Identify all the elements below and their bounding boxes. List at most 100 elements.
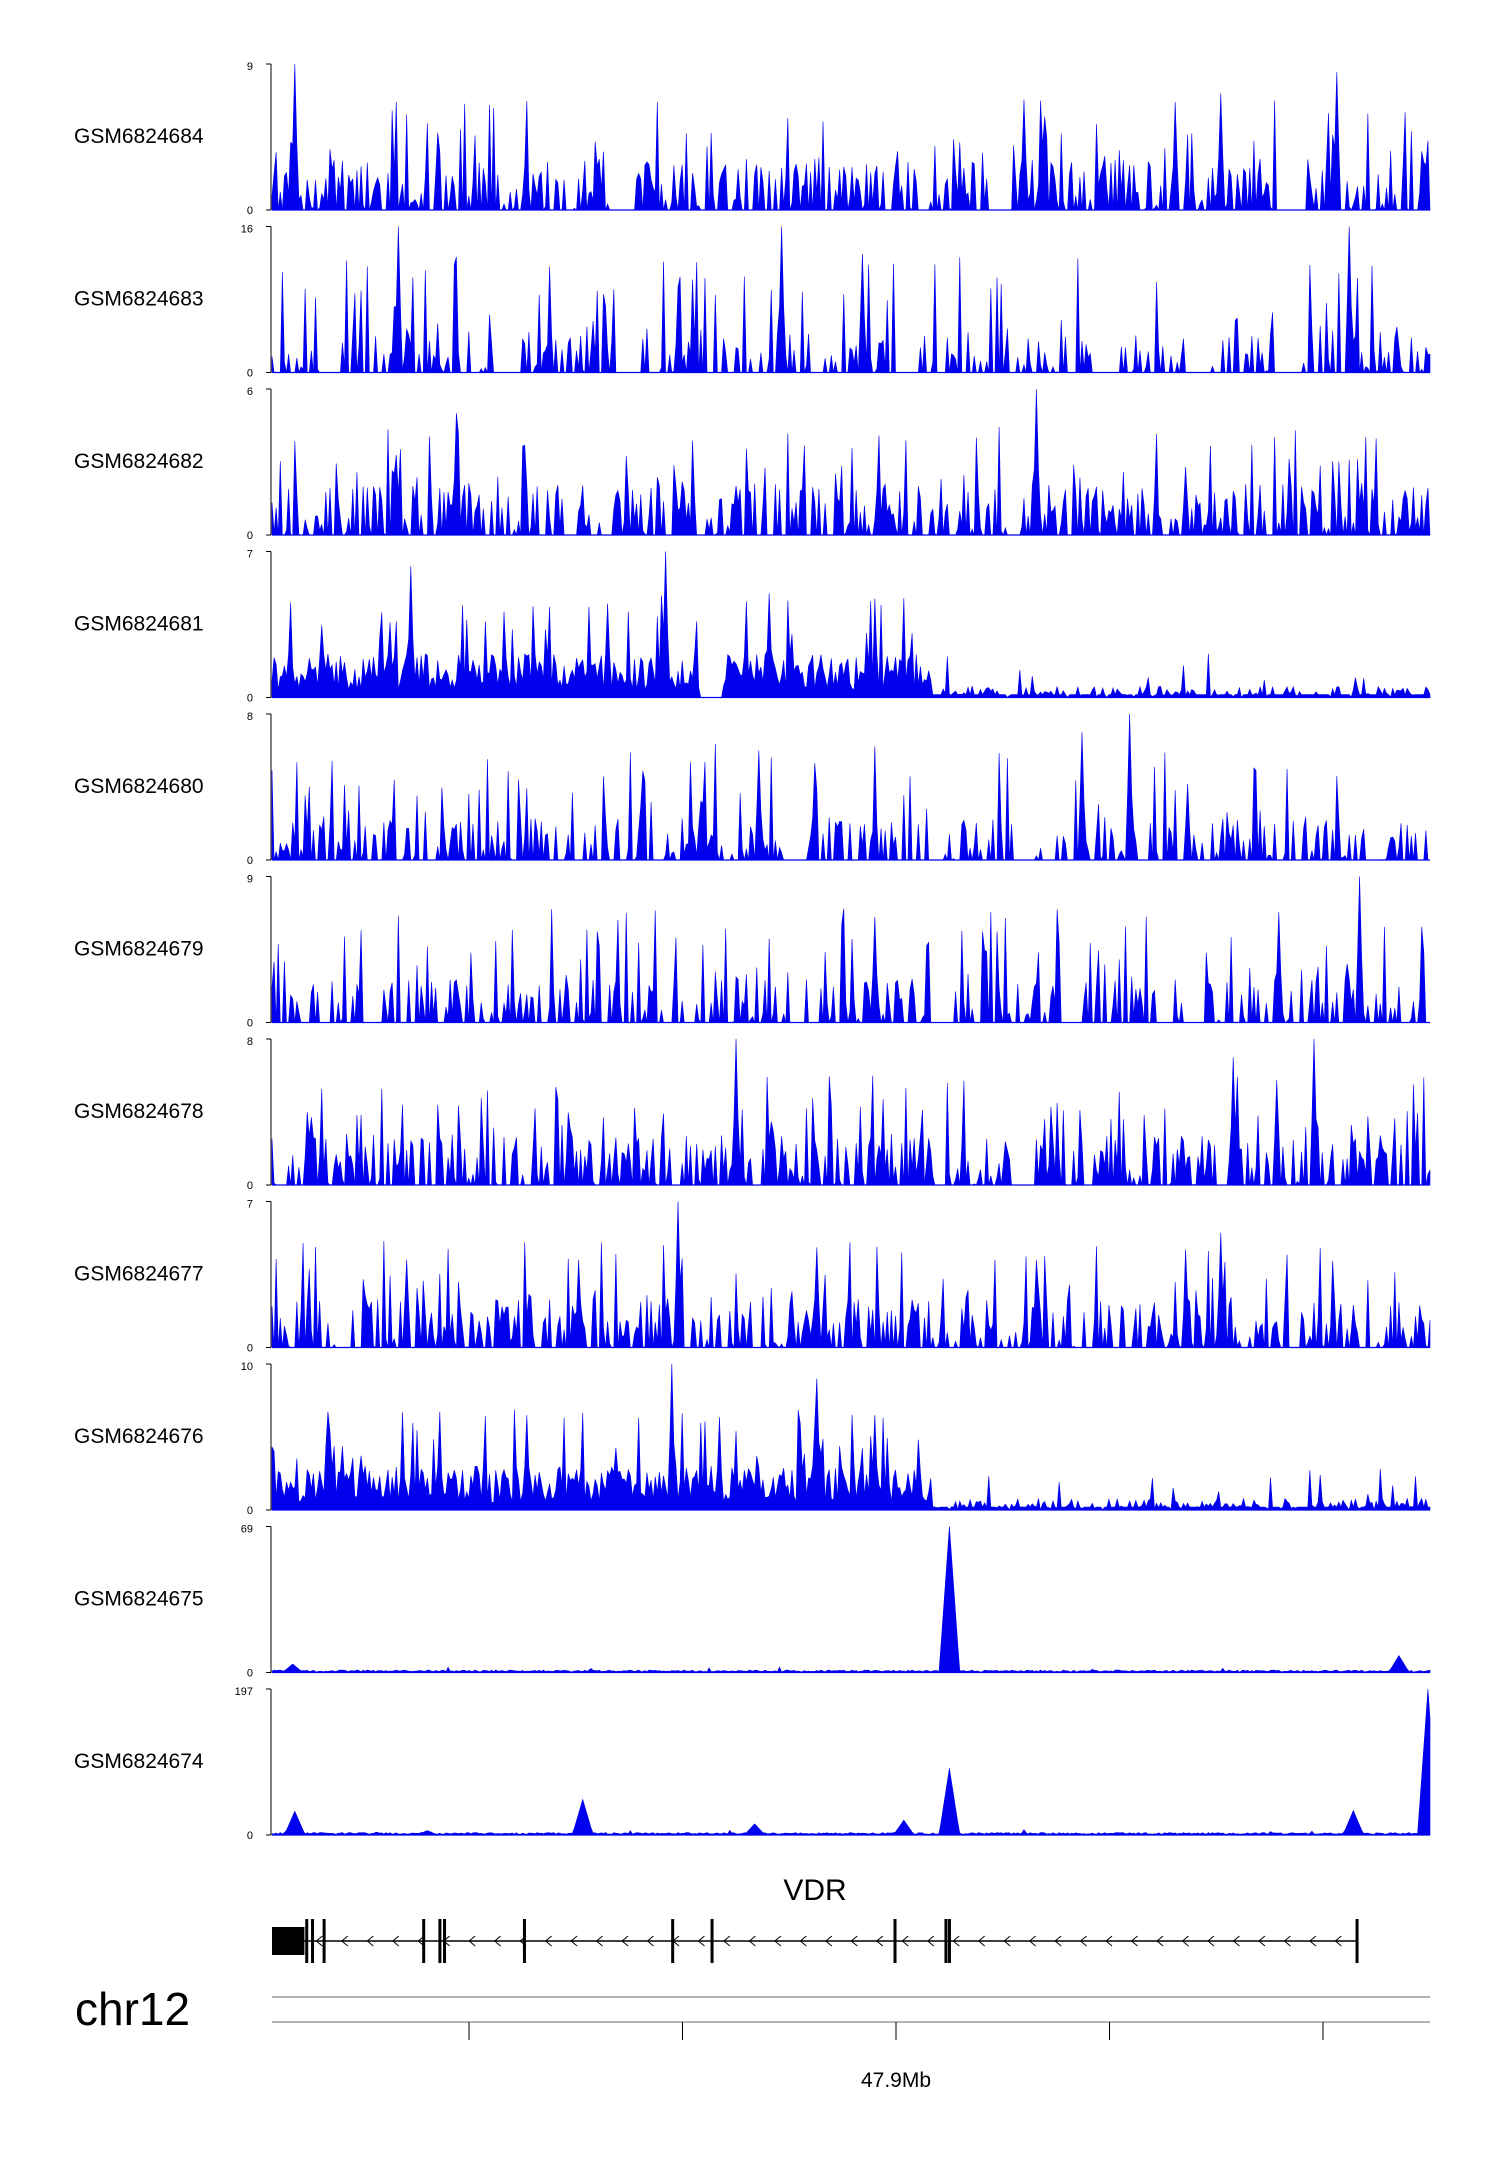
exon (438, 1919, 442, 1963)
y-min-label: 0 (247, 1180, 253, 1192)
chromosome-label: chr12 (75, 1983, 190, 2035)
y-min-label: 0 (247, 1830, 253, 1842)
signal-area (271, 1038, 1431, 1187)
track-GSM6824683: GSM6824683 16 0 (74, 224, 1431, 380)
y-max-label: 7 (247, 1199, 253, 1211)
strand-arrow (366, 1935, 374, 1947)
exon (893, 1919, 897, 1963)
exon (311, 1919, 315, 1963)
strand-arrow (901, 1935, 909, 1947)
gene-label-vdr: VDR (783, 1874, 846, 1907)
strand-arrow (697, 1935, 705, 1947)
strand-arrow (1054, 1935, 1062, 1947)
track-GSM6824680: GSM6824680 8 0 (74, 711, 1430, 867)
strand-arrow (825, 1935, 833, 1947)
y-max-label: 197 (235, 1686, 253, 1698)
y-max-label: 10 (241, 1361, 253, 1373)
track-GSM6824677: GSM6824677 7 0 (74, 1199, 1431, 1355)
track-GSM6824678: GSM6824678 8 0 (74, 1036, 1431, 1192)
strand-arrow (1207, 1935, 1215, 1947)
y-min-label: 0 (247, 855, 253, 867)
exon (305, 1919, 309, 1963)
y-max-label: 9 (247, 874, 253, 886)
y-min-label: 0 (247, 693, 253, 705)
strand-arrow (876, 1935, 884, 1947)
signal-area (271, 63, 1431, 211)
strand-arrow (1181, 1935, 1189, 1947)
y-min-label: 0 (247, 1343, 253, 1355)
strand-arrow (1130, 1935, 1138, 1947)
track-label: GSM6824683 (74, 288, 204, 311)
signal-area (271, 226, 1431, 374)
track-label: GSM6824679 (74, 938, 204, 961)
track-label: GSM6824678 (74, 1100, 204, 1123)
y-max-label: 7 (247, 549, 253, 561)
strand-arrow (1232, 1935, 1240, 1947)
strand-arrow (341, 1935, 349, 1947)
strand-arrow (315, 1935, 323, 1947)
y-max-label: 16 (241, 224, 253, 236)
strand-arrow (952, 1935, 960, 1947)
signal-area (271, 1688, 1431, 1836)
track-GSM6824675: GSM6824675 69 0 (74, 1524, 1431, 1680)
strand-arrow (1028, 1935, 1036, 1947)
track-GSM6824674: GSM6824674 197 0 (74, 1686, 1431, 1842)
signal-area (271, 1363, 1431, 1511)
track-GSM6824684: GSM6824684 9 0 (74, 61, 1431, 217)
strand-arrow (1334, 1935, 1342, 1947)
exon (671, 1919, 675, 1963)
y-max-label: 69 (241, 1524, 253, 1536)
track-label: GSM6824675 (74, 1588, 204, 1611)
strand-arrow (1309, 1935, 1317, 1947)
gene-track: VDR (272, 1874, 1359, 1963)
exon (947, 1919, 951, 1963)
genomic-axis: chr12 47.9Mb (75, 1983, 1430, 2092)
exon (422, 1919, 426, 1963)
signal-tracks: GSM682468490GSM6824683160GSM682468260GSM… (74, 61, 1431, 1842)
strand-arrow (1003, 1935, 1011, 1947)
axis-position-label: 47.9Mb (861, 2069, 931, 2092)
strand-arrow (774, 1935, 782, 1947)
track-label: GSM6824680 (74, 775, 204, 798)
strand-arrow (391, 1935, 400, 1947)
signal-area (271, 1201, 1431, 1349)
strand-arrow (570, 1935, 578, 1947)
strand-arrow (493, 1935, 501, 1947)
y-min-label: 0 (247, 1018, 253, 1030)
track-GSM6824676: GSM6824676 10 0 (74, 1361, 1431, 1517)
signal-area (271, 876, 1430, 1024)
exon (944, 1919, 948, 1963)
exon (710, 1919, 714, 1963)
track-label: GSM6824674 (74, 1750, 204, 1773)
y-max-label: 9 (247, 61, 253, 73)
strand-arrow (723, 1935, 731, 1947)
track-label: GSM6824676 (74, 1425, 204, 1448)
strand-arrow (1079, 1935, 1087, 1947)
track-label: GSM6824682 (74, 450, 204, 473)
track-label: GSM6824677 (74, 1263, 204, 1286)
strand-arrow (1105, 1935, 1113, 1947)
strand-arrow (850, 1935, 858, 1947)
track-GSM6824682: GSM6824682 6 0 (74, 386, 1431, 542)
track-GSM6824679: GSM6824679 9 0 (74, 874, 1430, 1030)
strand-arrow (646, 1935, 654, 1947)
signal-area (271, 1526, 1431, 1673)
y-max-label: 8 (247, 711, 253, 723)
y-min-label: 0 (247, 368, 253, 380)
signal-area (271, 388, 1431, 537)
exon (322, 1919, 326, 1963)
strand-arrow (1283, 1935, 1291, 1947)
y-max-label: 8 (247, 1036, 253, 1048)
strand-arrow (544, 1935, 552, 1947)
strand-arrow (1156, 1935, 1164, 1947)
utr-block (272, 1927, 305, 1955)
strand-arrow (621, 1935, 629, 1947)
y-max-label: 6 (247, 386, 253, 398)
signal-area (271, 551, 1431, 699)
strand-arrow (926, 1935, 935, 1947)
strand-arrow (468, 1935, 476, 1947)
strand-arrow (595, 1935, 603, 1947)
strand-arrow (799, 1935, 807, 1947)
strand-arrow (1258, 1935, 1266, 1947)
track-label: GSM6824681 (74, 613, 204, 636)
